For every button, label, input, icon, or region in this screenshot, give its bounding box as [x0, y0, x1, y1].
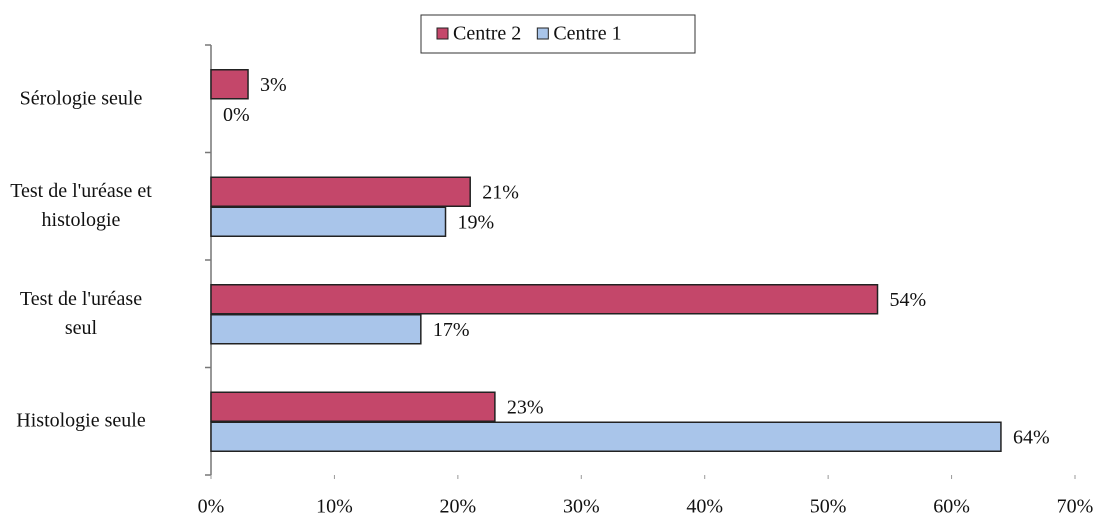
legend-swatch: [536, 27, 549, 40]
x-tick-label: 10%: [316, 496, 353, 518]
bar: [210, 284, 879, 315]
value-label: 0%: [223, 104, 250, 126]
bar: [210, 421, 1002, 452]
category-label: Sérologie seule: [19, 87, 143, 110]
value-label: 3%: [260, 74, 287, 96]
x-tick-label: 0%: [198, 496, 225, 518]
legend-label: Centre 1: [553, 23, 621, 45]
x-tick-label: 70%: [1057, 496, 1094, 518]
value-label: 54%: [890, 289, 927, 311]
value-label: 17%: [433, 319, 470, 341]
value-label: 21%: [482, 181, 519, 203]
legend-box: [420, 14, 696, 54]
bar: [210, 69, 249, 100]
legend-label: Centre 2: [453, 23, 521, 45]
x-tick-label: 40%: [686, 496, 723, 518]
category-label: Histologie seule: [16, 409, 146, 432]
category-label: Test de l'uréase et histologie: [10, 180, 152, 232]
value-label: 19%: [458, 211, 495, 233]
bar: [210, 391, 496, 422]
value-label: 64%: [1013, 426, 1050, 448]
bar: [210, 206, 447, 237]
x-tick-label: 60%: [933, 496, 970, 518]
bar: [210, 314, 422, 345]
x-tick-label: 50%: [810, 496, 847, 518]
x-tick-label: 20%: [440, 496, 477, 518]
x-tick-label: 30%: [563, 496, 600, 518]
legend-swatch: [436, 27, 449, 40]
value-label: 23%: [507, 396, 544, 418]
category-label: Test de l'uréase seul: [19, 287, 143, 339]
bar: [210, 176, 471, 207]
